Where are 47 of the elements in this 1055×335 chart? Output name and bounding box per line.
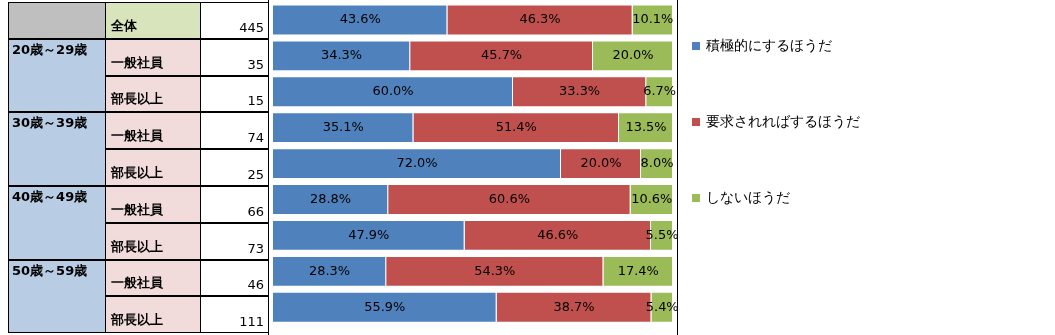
text: 25 bbox=[200, 149, 269, 186]
data-label: 43.6% bbox=[339, 11, 381, 27]
data-label: 28.8% bbox=[310, 190, 352, 206]
text: 74 bbox=[200, 112, 269, 150]
text: 15 bbox=[200, 75, 269, 113]
legend-label: しないほうだ bbox=[706, 189, 790, 207]
text: 445 bbox=[200, 2, 269, 39]
legend-label: 積極的にするほうだ bbox=[706, 37, 832, 55]
data-label: 46.6% bbox=[537, 226, 579, 242]
data-label: 28.3% bbox=[309, 262, 351, 278]
data-label: 45.7% bbox=[481, 47, 523, 63]
data-label: 46.3% bbox=[519, 11, 561, 27]
text: 40歳～49歳 bbox=[8, 186, 106, 260]
y-tick-label: 一般社員 bbox=[105, 112, 201, 150]
data-label: 72.0% bbox=[396, 154, 438, 170]
y-tick-label: 全体 bbox=[105, 2, 201, 39]
data-label: 10.6% bbox=[631, 190, 673, 206]
text: 35 bbox=[200, 38, 269, 76]
text: 20歳～29歳 bbox=[8, 38, 106, 113]
data-label: 60.6% bbox=[488, 190, 530, 206]
data-label: 17.4% bbox=[617, 262, 659, 278]
text: 111 bbox=[200, 296, 269, 334]
data-label: 54.3% bbox=[474, 262, 516, 278]
data-label: 47.9% bbox=[348, 226, 390, 242]
data-label: 35.1% bbox=[322, 119, 364, 135]
data-label: 55.9% bbox=[364, 298, 406, 314]
y-tick-label: 一般社員 bbox=[105, 259, 201, 297]
text: 50歳～59歳 bbox=[8, 259, 106, 334]
data-label: 60.0% bbox=[372, 83, 414, 99]
text: 66 bbox=[200, 186, 269, 223]
data-label: 51.4% bbox=[495, 119, 537, 135]
y-tick-label: 一般社員 bbox=[105, 186, 201, 223]
legend-label: 要求されればするほうだ bbox=[706, 113, 860, 131]
text: 73 bbox=[200, 222, 269, 260]
data-label: 33.3% bbox=[559, 83, 601, 99]
data-label: 38.7% bbox=[553, 298, 595, 314]
text: 46 bbox=[200, 259, 269, 297]
data-label: 13.5% bbox=[625, 119, 667, 135]
data-label: 20.0% bbox=[580, 154, 622, 170]
y-tick-label: 一般社員 bbox=[105, 38, 201, 76]
y-tick-label: 部長以上 bbox=[105, 75, 201, 113]
data-label: 20.0% bbox=[612, 47, 654, 63]
y-tick-label: 部長以上 bbox=[105, 296, 201, 334]
y-tick-label: 部長以上 bbox=[105, 149, 201, 186]
y-tick-label: 部長以上 bbox=[105, 222, 201, 260]
text: 30歳～39歳 bbox=[8, 112, 106, 186]
data-label: 34.3% bbox=[321, 47, 363, 63]
